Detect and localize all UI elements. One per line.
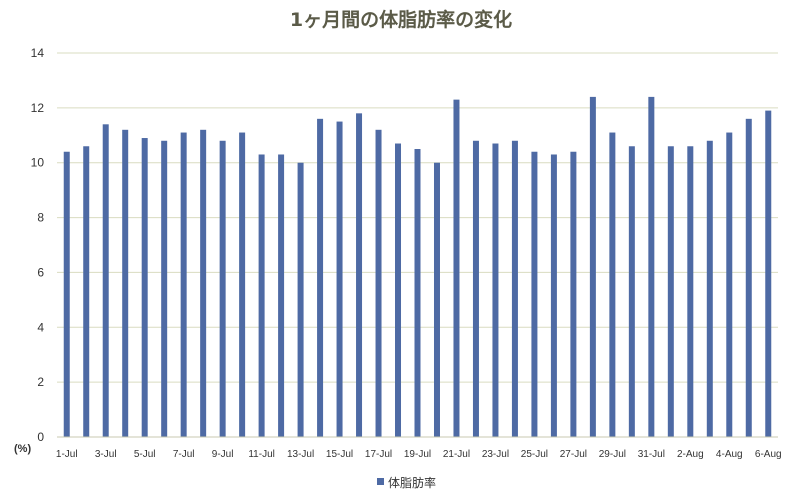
bar-20-Jul	[433, 162, 440, 437]
x-tick-label: 9-Jul	[212, 449, 234, 460]
bar-31-Jul	[648, 96, 655, 437]
bar-5-Aug	[745, 118, 752, 437]
legend-label: 体脂肪率	[388, 475, 436, 490]
bar-27-Jul	[570, 151, 577, 438]
x-tick-label: 13-Jul	[287, 449, 314, 460]
y-tick-label: 14	[31, 46, 45, 60]
bar-14-Jul	[317, 118, 324, 437]
x-tick-label: 21-Jul	[443, 449, 470, 460]
bar-17-Jul	[375, 129, 382, 438]
y-tick-label: 2	[37, 375, 44, 389]
y-tick-label: 4	[37, 320, 44, 334]
bar-22-Jul	[472, 140, 479, 437]
x-axis-ticks: 1-Jul 3-Jul 5-Jul 7-Jul 9-Jul 11-Jul 13-Jul 15-…	[56, 449, 782, 460]
x-tick-label: 23-Jul	[482, 449, 509, 460]
bar-12-Jul	[278, 154, 285, 438]
x-tick-label: 2-Aug	[677, 449, 704, 460]
bar-6-Jul	[161, 140, 168, 437]
bar-19-Jul	[414, 149, 421, 437]
x-tick-label: 27-Jul	[560, 449, 587, 460]
bar-8-Jul	[200, 129, 207, 438]
bar-1-Aug	[667, 146, 674, 437]
bar-26-Jul	[550, 154, 557, 438]
y-axis-unit-label: (%)	[14, 443, 31, 455]
bar-30-Jul	[628, 146, 635, 437]
bar-16-Jul	[356, 113, 363, 437]
x-tick-label: 7-Jul	[173, 449, 195, 460]
bar-29-Jul	[609, 132, 616, 438]
bar-25-Jul	[531, 151, 538, 438]
legend-swatch	[377, 478, 384, 485]
x-tick-label: 31-Jul	[638, 449, 665, 460]
bar-15-Jul	[336, 121, 343, 437]
bar-4-Aug	[726, 132, 733, 438]
bar-24-Jul	[511, 140, 518, 437]
y-tick-label: 10	[31, 156, 45, 170]
bar-7-Jul	[180, 132, 187, 438]
bar-series	[63, 96, 772, 438]
bar-2-Jul	[83, 146, 90, 437]
bar-3-Jul	[102, 124, 109, 437]
x-tick-label: 17-Jul	[365, 449, 392, 460]
x-tick-label: 3-Jul	[95, 449, 117, 460]
x-tick-label: 4-Aug	[716, 449, 743, 460]
bar-5-Jul	[141, 138, 148, 437]
bar-2-Aug	[687, 146, 694, 437]
legend: 体脂肪率	[377, 475, 436, 490]
x-tick-label: 19-Jul	[404, 449, 431, 460]
bar-1-Jul	[63, 151, 70, 438]
x-tick-label: 29-Jul	[599, 449, 626, 460]
x-tick-label: 15-Jul	[326, 449, 353, 460]
y-tick-label: 0	[37, 430, 44, 444]
y-tick-label: 12	[31, 101, 45, 115]
x-tick-label: 6-Aug	[755, 449, 782, 460]
chart-title: 1ヶ月間の体脂肪率の変化	[290, 8, 512, 31]
x-tick-label: 5-Jul	[134, 449, 156, 460]
bar-3-Aug	[706, 140, 713, 437]
bar-11-Jul	[258, 154, 265, 438]
y-tick-label: 6	[37, 265, 44, 279]
bar-6-Aug	[765, 110, 772, 437]
bar-4-Jul	[122, 129, 129, 438]
y-axis-ticks: 0 2 4 6 8 10 12 14	[31, 46, 45, 444]
y-tick-label: 8	[37, 211, 44, 225]
bar-9-Jul	[219, 140, 226, 437]
bar-13-Jul	[297, 162, 304, 437]
bar-18-Jul	[395, 143, 402, 437]
bar-23-Jul	[492, 143, 499, 437]
bar-28-Jul	[589, 96, 596, 437]
bar-21-Jul	[453, 99, 460, 437]
bar-10-Jul	[239, 132, 246, 438]
x-tick-label: 25-Jul	[521, 449, 548, 460]
x-tick-label: 1-Jul	[56, 449, 78, 460]
x-tick-label: 11-Jul	[248, 449, 275, 460]
